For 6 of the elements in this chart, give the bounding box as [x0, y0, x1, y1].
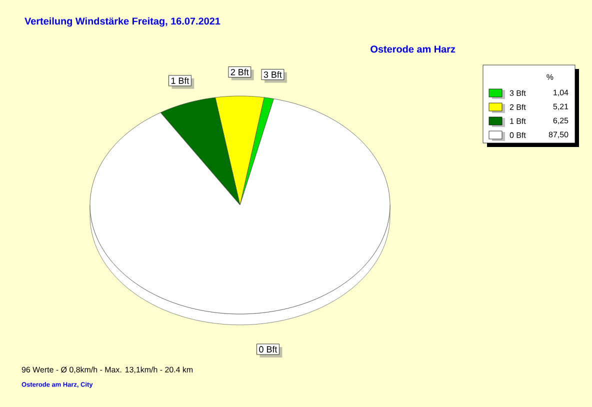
- slice-label: 3 Bft: [264, 71, 282, 78]
- slice-label: 1 Bft: [171, 77, 190, 84]
- slice-label: 2 Bft: [230, 68, 249, 76]
- category-label: 0 Bft: [259, 346, 278, 353]
- chart-subtitle: Osterode am Harz: [370, 45, 456, 53]
- chart-title: Verteilung Windstärke Freitag, 16.07.2021: [24, 17, 220, 27]
